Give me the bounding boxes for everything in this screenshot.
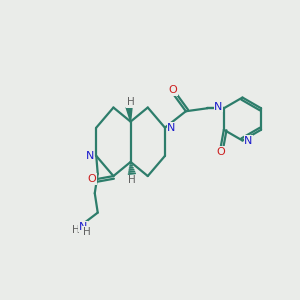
Text: H: H [127, 97, 134, 107]
Text: H: H [128, 176, 136, 185]
Text: N: N [214, 102, 223, 112]
Text: N: N [167, 123, 176, 133]
Text: H: H [83, 227, 91, 237]
Text: O: O [217, 147, 225, 157]
Text: N: N [85, 151, 94, 161]
Text: O: O [87, 174, 96, 184]
Text: H: H [72, 225, 80, 235]
Text: O: O [169, 85, 177, 95]
Text: N: N [244, 136, 253, 146]
Text: N: N [79, 222, 87, 232]
Polygon shape [126, 107, 132, 122]
